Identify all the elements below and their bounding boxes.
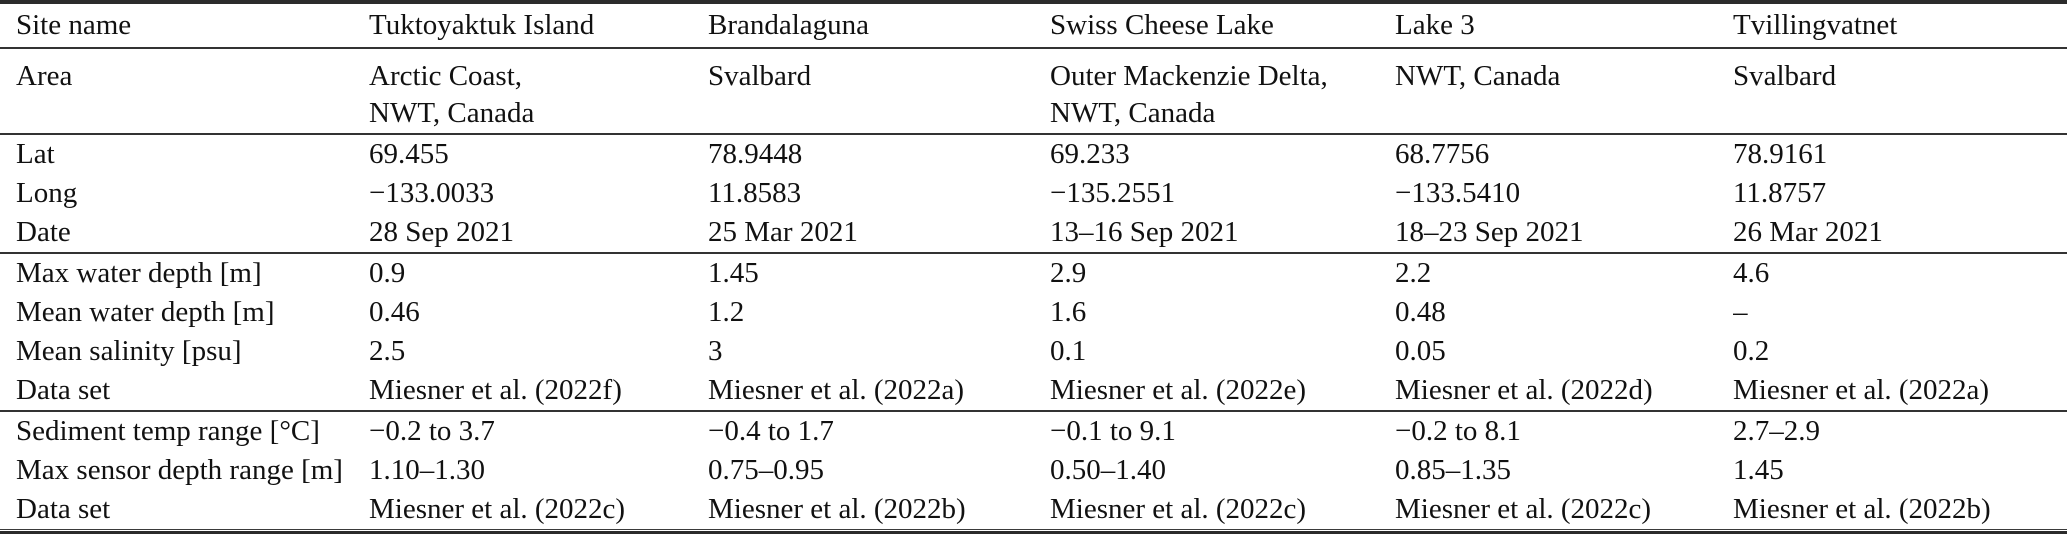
table-row: Mean water depth [m] 0.46 1.2 1.6 0.48 – xyxy=(0,293,2067,332)
cell: 69.455 xyxy=(369,138,449,170)
cell: 1.10–1.30 xyxy=(369,454,485,486)
cell: Miesner et al. (2022c) xyxy=(1395,493,1652,525)
cell: 4.6 xyxy=(1733,257,1770,289)
row-label: Date xyxy=(16,216,71,248)
cell: 13–16 Sep 2021 xyxy=(1050,216,1239,248)
cell: 0.05 xyxy=(1395,335,1446,367)
row-label: Mean water depth [m] xyxy=(16,296,275,328)
column-header-site-1: Tuktoyaktuk Island xyxy=(369,9,595,41)
cell: 3 xyxy=(708,335,723,367)
cell: −0.1 to 9.1 xyxy=(1050,415,1176,447)
cell: 69.233 xyxy=(1050,138,1130,170)
area-section: Area Arctic Coast, NWT, Canada Svalbard … xyxy=(0,48,2067,134)
cell: −135.2551 xyxy=(1050,177,1176,209)
cell: 1.6 xyxy=(1050,296,1087,328)
cell: −0.2 to 3.7 xyxy=(369,415,495,447)
cell: 2.9 xyxy=(1050,257,1087,289)
cell: Miesner et al. (2022e) xyxy=(1050,374,1307,406)
cell: −133.5410 xyxy=(1395,177,1521,209)
cell: 2.7–2.9 xyxy=(1733,415,1820,447)
table-row: Data set Miesner et al. (2022c) Miesner … xyxy=(0,490,2067,529)
table-row: Data set Miesner et al. (2022f) Miesner … xyxy=(0,371,2067,411)
cell: Miesner et al. (2022d) xyxy=(1395,374,1653,406)
cell: Miesner et al. (2022c) xyxy=(369,493,626,525)
table-row: Mean salinity [psu] 2.5 3 0.1 0.05 0.2 xyxy=(0,332,2067,371)
cell: Miesner et al. (2022b) xyxy=(708,493,966,525)
cell: 0.9 xyxy=(369,257,406,289)
column-header-site-5: Tvillingvatnet xyxy=(1733,9,1898,41)
cell: 1.45 xyxy=(1733,454,1784,486)
row-label: Sediment temp range [°C] xyxy=(16,415,320,447)
row-label: Data set xyxy=(16,493,111,525)
cell: 2.5 xyxy=(369,335,406,367)
bottom-rule-thick xyxy=(0,531,2067,534)
column-header-site-3: Swiss Cheese Lake xyxy=(1050,9,1274,41)
row-label: Area xyxy=(16,60,73,92)
header-row-section: Site name Tuktoyaktuk Island Brandalagun… xyxy=(0,2,2067,48)
cell: 68.7756 xyxy=(1395,138,1490,170)
row-label: Mean salinity [psu] xyxy=(16,335,242,367)
cell: Svalbard xyxy=(708,60,812,92)
cell: 25 Mar 2021 xyxy=(708,216,858,248)
cell: −133.0033 xyxy=(369,177,495,209)
cell: Arctic Coast, NWT, Canada xyxy=(369,60,535,129)
cell: −0.4 to 1.7 xyxy=(708,415,834,447)
column-header-site-name: Site name xyxy=(16,9,132,41)
sediment-section: Sediment temp range [°C] −0.2 to 3.7 −0.… xyxy=(0,411,2067,529)
cell: 2.2 xyxy=(1395,257,1432,289)
cell: Svalbard xyxy=(1733,60,1837,92)
table-row: Sediment temp range [°C] −0.2 to 3.7 −0.… xyxy=(0,411,2067,451)
header-row: Site name Tuktoyaktuk Island Brandalagun… xyxy=(0,2,2067,48)
cell: 0.75–0.95 xyxy=(708,454,824,486)
cell: 0.1 xyxy=(1050,335,1087,367)
column-header-site-4: Lake 3 xyxy=(1395,9,1475,41)
cell: 0.48 xyxy=(1395,296,1446,328)
row-label: Long xyxy=(16,177,78,209)
table-row: Lat 69.455 78.9448 69.233 68.7756 78.916… xyxy=(0,134,2067,174)
cell: 0.46 xyxy=(369,296,420,328)
table-row: Long −133.0033 11.8583 −135.2551 −133.54… xyxy=(0,174,2067,213)
row-label: Max sensor depth range [m] xyxy=(16,454,343,486)
cell: 78.9448 xyxy=(708,138,803,170)
row-label: Max water depth [m] xyxy=(16,257,262,289)
cell: 11.8583 xyxy=(708,177,802,209)
cell: Miesner et al. (2022c) xyxy=(1050,493,1307,525)
cell: 1.45 xyxy=(708,257,759,289)
cell: Outer Mackenzie Delta, NWT, Canada xyxy=(1050,60,1328,129)
cell: 11.8757 xyxy=(1733,177,1827,209)
table-row: Date 28 Sep 2021 25 Mar 2021 13–16 Sep 2… xyxy=(0,213,2067,253)
location-section: Lat 69.455 78.9448 69.233 68.7756 78.916… xyxy=(0,134,2067,253)
water-section: Max water depth [m] 0.9 1.45 2.9 2.2 4.6… xyxy=(0,253,2067,411)
table-row: Max water depth [m] 0.9 1.45 2.9 2.2 4.6 xyxy=(0,253,2067,293)
cell: 78.9161 xyxy=(1733,138,1828,170)
cell: Miesner et al. (2022b) xyxy=(1733,493,1991,525)
cell: 0.50–1.40 xyxy=(1050,454,1166,486)
cell: 26 Mar 2021 xyxy=(1733,216,1883,248)
cell: 0.85–1.35 xyxy=(1395,454,1511,486)
row-label: Lat xyxy=(16,138,55,170)
cell: – xyxy=(1733,296,1748,328)
cell: 18–23 Sep 2021 xyxy=(1395,216,1584,248)
table-row: Area Arctic Coast, NWT, Canada Svalbard … xyxy=(0,48,2067,134)
cell: Miesner et al. (2022f) xyxy=(369,374,622,406)
cell: −0.2 to 8.1 xyxy=(1395,415,1521,447)
cell: Miesner et al. (2022a) xyxy=(1733,374,1990,406)
cell: Miesner et al. (2022a) xyxy=(708,374,965,406)
cell: 1.2 xyxy=(708,296,745,328)
cell: NWT, Canada xyxy=(1395,60,1561,92)
row-label: Data set xyxy=(16,374,111,406)
column-header-site-2: Brandalaguna xyxy=(708,9,870,41)
table-row: Max sensor depth range [m] 1.10–1.30 0.7… xyxy=(0,451,2067,490)
bottom-rule-thin xyxy=(0,529,2067,530)
cell: 28 Sep 2021 xyxy=(369,216,514,248)
cell: 0.2 xyxy=(1733,335,1770,367)
